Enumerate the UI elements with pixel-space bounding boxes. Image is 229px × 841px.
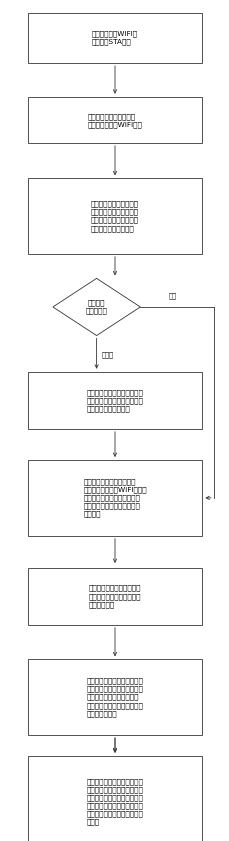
- FancyBboxPatch shape: [27, 372, 202, 429]
- Text: 不成功: 不成功: [101, 352, 113, 358]
- Text: 成功: 成功: [168, 292, 176, 299]
- FancyBboxPatch shape: [27, 13, 202, 63]
- Text: 云服务器将之前保存的设备
运行数据记录时间戳和序号
下传到控制器: 云服务器将之前保存的设备 运行数据记录时间戳和序号 下传到控制器: [88, 584, 141, 608]
- Text: 控制器连
接成功吗？: 控制器连 接成功吗？: [85, 299, 107, 315]
- Text: 通过移动终端的专用应用程
序，设置控制器的WIFI连接到
移动终端所提供的热点，实现
在控制器和云服务器之间建立
通讯管道: 通过移动终端的专用应用程 序，设置控制器的WIFI连接到 移动终端所提供的热点，…: [83, 479, 146, 517]
- FancyBboxPatch shape: [27, 659, 202, 735]
- Text: 打开控制器的蓝牙模块，和移
动终端的蓝牙服务，控制器通
过蓝牙连接到移动终端: 打开控制器的蓝牙模块，和移 动终端的蓝牙服务，控制器通 过蓝牙连接到移动终端: [86, 389, 143, 412]
- Polygon shape: [53, 278, 140, 336]
- Text: 云服务器将数据分析的结果下
传移动终端的应用程序上，让
用户了解设备的运行状况，保
养状况，故障原因等，用户通
过移动终端可以实时监控设备
的运行: 云服务器将数据分析的结果下 传移动终端的应用程序上，让 用户了解设备的运行状况，…: [86, 778, 143, 825]
- Text: 控制器按云服务器给的时间戳
和序号，将保存在时间戳和序
号后的运行数据组织成数据
包，并上传到云服务器，确保
数据记录的同步: 控制器按云服务器给的时间戳 和序号，将保存在时间戳和序 号后的运行数据组织成数据…: [86, 678, 143, 717]
- Text: 打开移动终端的专用应用
程序，在连接云服务器成
功后，通过专用应用程序
查看控制器的连接情况: 打开移动终端的专用应用 程序，在连接云服务器成 功后，通过专用应用程序 查看控制…: [90, 201, 139, 231]
- Text: 设置控制器的WIFI通
讯模块在STA模式: 设置控制器的WIFI通 讯模块在STA模式: [92, 30, 137, 45]
- FancyBboxPatch shape: [27, 460, 202, 536]
- FancyBboxPatch shape: [27, 756, 202, 841]
- FancyBboxPatch shape: [27, 568, 202, 625]
- FancyBboxPatch shape: [27, 98, 202, 144]
- Text: 打开移动终端的移动数据
服务，并分享为WIFI热点: 打开移动终端的移动数据 服务，并分享为WIFI热点: [87, 113, 142, 128]
- FancyBboxPatch shape: [27, 178, 202, 254]
